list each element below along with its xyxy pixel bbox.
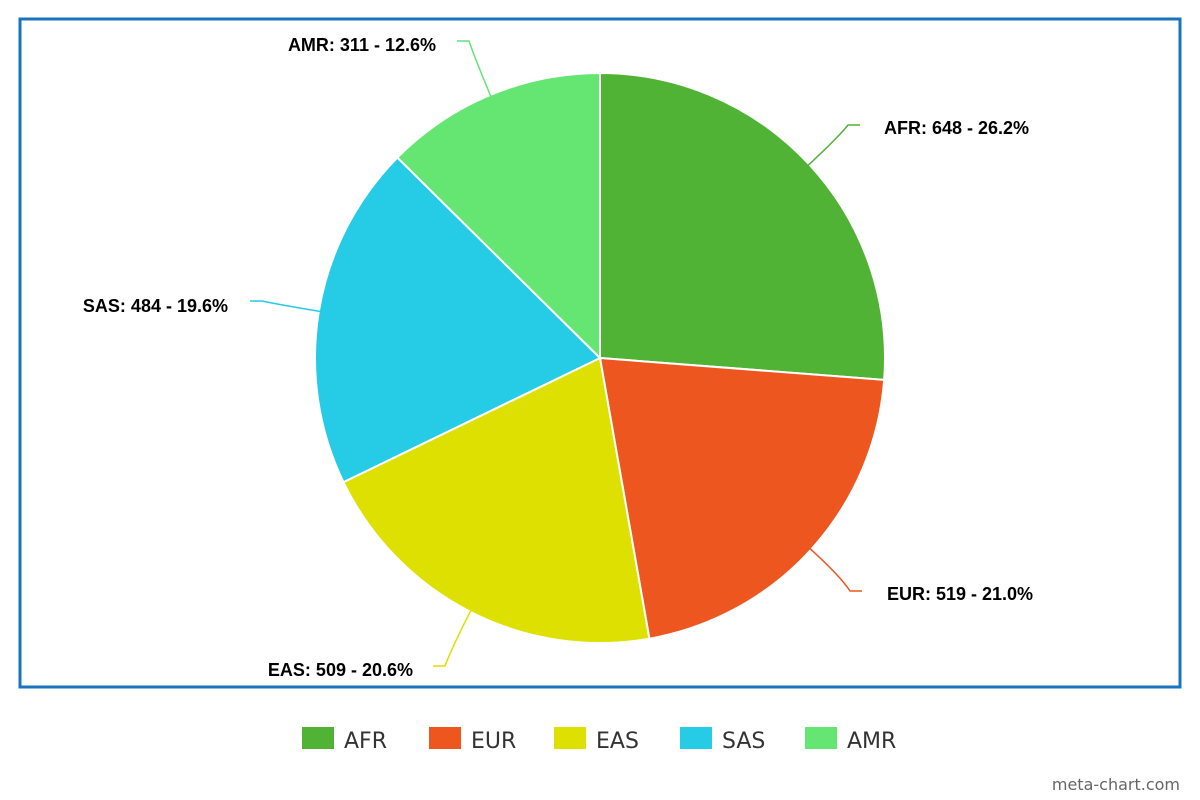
legend-swatch-sas: [680, 727, 712, 749]
legend-swatch-afr: [302, 727, 334, 749]
legend-item-eas[interactable]: EAS: [554, 727, 639, 754]
legend-label-eur: EUR: [471, 729, 516, 754]
leader-sas: [250, 300, 323, 313]
pie-slices: [314, 71, 886, 644]
legend: AFR EUR EAS SAS AMR: [302, 727, 896, 754]
legend-item-amr[interactable]: AMR: [805, 727, 896, 754]
slice-label-eas: EAS: 509 - 20.6%: [268, 660, 413, 680]
slice-label-sas: SAS: 484 - 19.6%: [83, 296, 228, 316]
slice-label-amr: AMR: 311 - 12.6%: [288, 35, 436, 55]
legend-label-sas: SAS: [722, 729, 765, 754]
slice-labels: AFR: 648 - 26.2% EUR: 519 - 21.0% EAS: 509…: [83, 35, 1033, 680]
legend-item-eur[interactable]: EUR: [429, 727, 516, 754]
leader-eas: [433, 607, 473, 667]
legend-label-afr: AFR: [344, 729, 387, 754]
slice-label-eur: EUR: 519 - 21.0%: [887, 584, 1033, 604]
label-leaders: [250, 40, 862, 667]
legend-swatch-amr: [805, 727, 837, 749]
slice-label-afr: AFR: 648 - 26.2%: [884, 118, 1029, 138]
legend-item-afr[interactable]: AFR: [302, 727, 387, 754]
legend-label-eas: EAS: [596, 729, 639, 754]
legend-swatch-eur: [429, 727, 461, 749]
leader-amr: [457, 40, 493, 99]
legend-label-amr: AMR: [847, 729, 896, 754]
watermark: meta-chart.com: [1052, 775, 1180, 794]
legend-swatch-eas: [554, 727, 586, 749]
leader-eur: [807, 546, 862, 592]
legend-item-sas[interactable]: SAS: [680, 727, 765, 754]
leader-afr: [805, 124, 860, 168]
